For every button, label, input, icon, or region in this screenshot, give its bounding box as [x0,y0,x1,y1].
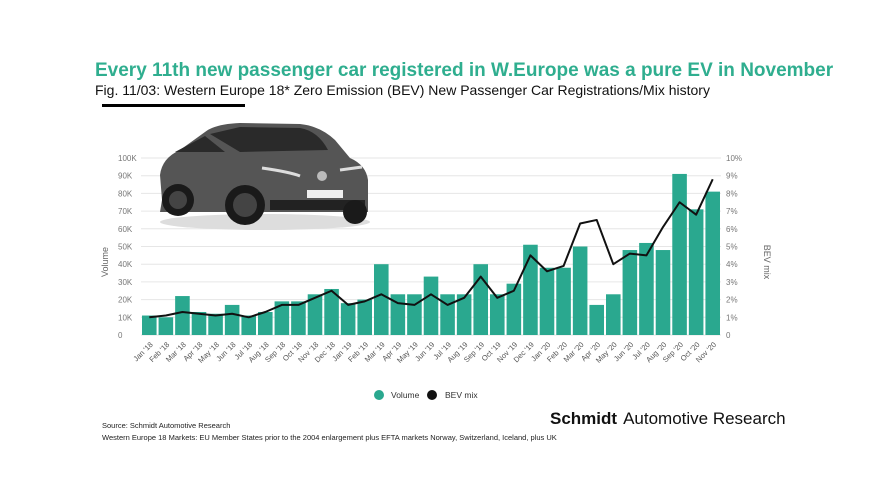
volume-bar [589,304,604,335]
volume-bar [142,315,157,335]
volume-bar [556,267,571,335]
title-underline [102,104,245,107]
volume-bar [606,294,621,335]
volume-bar [175,296,190,335]
volume-bar [572,246,588,335]
volume-bar [622,250,638,335]
volume-bar [506,283,522,335]
y-tick-label: 100K [118,154,137,163]
legend-bev-swatch [427,390,437,400]
chart-title: Every 11th new passenger car registered … [95,60,834,81]
y2-tick-label: 8% [726,189,738,198]
y2-tick-label: 7% [726,207,738,216]
y2-tick-label: 5% [726,243,738,252]
volume-bar [639,242,654,335]
car-image [160,123,370,230]
volume-bar [224,304,240,335]
legend-bev-label: BEV mix [445,390,478,400]
volume-bar [324,288,339,335]
volume-bars [142,173,720,335]
volume-bar [539,267,555,335]
y2-axis-label: BEV mix [762,245,772,280]
volume-bar [241,315,256,335]
y-axis-label: Volume [100,247,110,277]
brand-rest: Automotive Research [623,409,786,428]
bev-mix-line [149,178,714,319]
left-axis-ticks: 0 10K 20K 30K 40K 50K 60K 70K 80K 90K 100K [118,154,137,340]
y2-tick-label: 4% [726,260,738,269]
volume-bar [440,294,455,335]
volume-bar [274,301,290,335]
source-note: Source: Schmidt Automotive Research [102,421,231,430]
y2-tick-label: 3% [726,278,738,287]
y-tick-label: 20K [118,296,133,305]
volume-bar [473,264,488,335]
volume-bar [672,173,687,335]
footnote: Western Europe 18 Markets: EU Member Sta… [102,433,557,442]
volume-bar [340,303,356,335]
y2-tick-label: 2% [726,296,738,305]
volume-bar [307,294,323,335]
brand-logo: Schmidt Automotive Research [550,409,786,429]
y-tick-label: 70K [118,207,133,216]
volume-bar [374,264,389,335]
legend: Volume BEV mix [374,390,478,400]
volume-bar [191,311,207,335]
y-tick-label: 40K [118,260,133,269]
y-tick-label: 10K [118,313,133,322]
volume-bar [688,209,704,335]
brand-bold: Schmidt [550,409,618,428]
volume-bar [291,301,306,335]
volume-bar [258,311,273,335]
volume-bar [456,294,472,335]
y-tick-label: 80K [118,189,133,198]
y-tick-label: 30K [118,278,133,287]
volume-bar [407,294,422,335]
legend-volume-swatch [374,390,384,400]
y2-tick-label: 10% [726,154,742,163]
volume-bar [208,313,223,335]
volume-bar [655,250,671,335]
volume-bar [423,276,439,335]
legend-volume-label: Volume [391,390,420,400]
y2-tick-label: 9% [726,172,738,181]
y-tick-label: 0 [118,331,123,340]
volume-bar [523,244,538,335]
volume-bar [705,191,720,335]
right-axis-ticks: 0 1% 2% 3% 4% 5% 6% 7% 8% 9% 10% [726,154,742,340]
volume-bar [158,317,174,335]
y2-tick-label: 6% [726,225,738,234]
y2-tick-label: 1% [726,313,738,322]
y-tick-label: 60K [118,225,133,234]
volume-bar [357,299,372,335]
chart-subtitle: Fig. 11/03: Western Europe 18* Zero Emis… [95,82,710,98]
y2-tick-label: 0 [726,331,731,340]
volume-bar [490,294,505,335]
y-tick-label: 90K [118,172,133,181]
y-tick-label: 50K [118,243,133,252]
